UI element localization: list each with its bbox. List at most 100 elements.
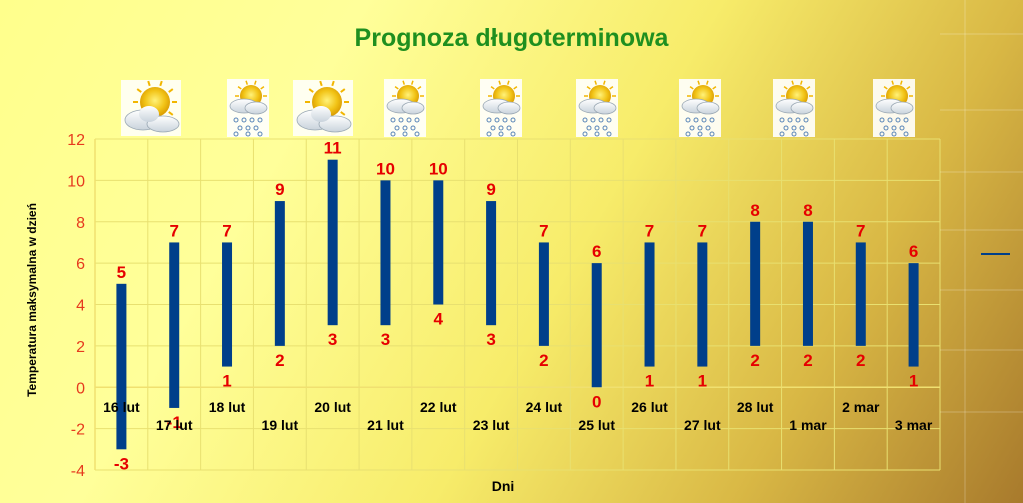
chart-title: Prognoza długoterminowa [354, 24, 669, 52]
low-value-label: 3 [486, 330, 495, 349]
snowflake-shape [406, 117, 412, 123]
snowflake-shape [498, 131, 504, 137]
sun-ray [410, 80, 414, 85]
high-value-label: 7 [698, 221, 707, 240]
snowflake-shape [883, 125, 889, 131]
sun-cloud-snow-icon [384, 79, 426, 137]
cloud-shape [139, 106, 159, 122]
snowflake-shape [705, 125, 711, 131]
sun-cloud-snow-icon [873, 79, 915, 137]
high-value-label: 7 [856, 221, 865, 240]
low-value-label: 3 [328, 330, 337, 349]
snowflake-shape [249, 117, 255, 123]
temperature-bar [591, 263, 602, 388]
sun-ray [899, 80, 903, 85]
snowflake-shape [685, 131, 691, 137]
sun-ray [136, 88, 142, 93]
snowflake-shape [586, 125, 592, 131]
sun-ray [245, 80, 249, 85]
snowflake-shape [799, 125, 805, 131]
cloud-shape [401, 101, 425, 115]
low-value-label: 2 [750, 351, 759, 370]
temperature-bar [644, 242, 655, 367]
high-value-label: 9 [275, 180, 284, 199]
sun-ray [260, 85, 265, 90]
high-value-label: 8 [803, 201, 812, 220]
low-value-label: 4 [434, 310, 444, 329]
snowflake-shape [390, 117, 396, 123]
y-tick-label: 12 [67, 132, 85, 149]
sun-cloud-icon [121, 80, 181, 136]
sun-ray [168, 111, 174, 116]
snowflake-shape [494, 117, 500, 123]
x-axis-label: Dni [492, 478, 515, 494]
x-tick-label: 27 lut [684, 417, 721, 433]
sun-ray [602, 80, 606, 85]
high-value-label: 5 [117, 263, 126, 282]
sun-ray [340, 111, 346, 116]
sun-ray [159, 80, 163, 87]
sun-ray [586, 85, 591, 90]
low-value-label: -1 [167, 413, 182, 432]
snowflake-shape [697, 125, 703, 131]
snowflake-shape [486, 117, 492, 123]
sun-cloud-snow-icon [480, 79, 522, 137]
sun-cloud-snow-icon [227, 79, 269, 137]
sun-ray [609, 85, 614, 90]
x-tick-label: 23 lut [473, 417, 510, 433]
cloud-shape [696, 101, 720, 115]
snowflake-shape [245, 131, 251, 137]
high-value-label: 10 [376, 159, 395, 178]
cloud-shape [593, 101, 617, 115]
snowflake-shape [787, 117, 793, 123]
snowflake-shape [590, 117, 596, 123]
x-tick-label: 28 lut [737, 399, 774, 415]
snowflake-shape [257, 131, 263, 137]
high-value-label: 7 [169, 221, 178, 240]
low-value-label: -3 [114, 454, 129, 473]
x-tick-label: 18 lut [209, 399, 246, 415]
x-tick-label: 17 lut [156, 417, 193, 433]
y-tick-label: 2 [76, 339, 85, 356]
sun-ray [799, 80, 803, 85]
high-value-label: 10 [429, 159, 448, 178]
temperature-bar [538, 242, 549, 346]
cloud-shape [497, 101, 521, 115]
snowflake-shape [791, 125, 797, 131]
snowflake-shape [402, 131, 408, 137]
sun-ray [697, 80, 701, 85]
sun-ray [417, 85, 422, 90]
high-value-label: 7 [222, 221, 231, 240]
sun-ray [506, 80, 510, 85]
low-value-label: 2 [856, 351, 865, 370]
snowflake-shape [390, 131, 396, 137]
cloud-shape [311, 106, 331, 122]
sun-ray [253, 80, 257, 85]
snowflake-shape [414, 117, 420, 123]
cloud-shape [890, 101, 914, 115]
snowflake-shape [402, 125, 408, 131]
sun-ray [791, 80, 795, 85]
snowflake-shape [697, 131, 703, 137]
snowflake-shape [490, 125, 496, 131]
cloud-shape [790, 101, 814, 115]
x-tick-label: 19 lut [262, 417, 299, 433]
sun-cloud-snow-icon [773, 79, 815, 137]
y-axis-label: Temperatura maksymalna w dzień [25, 203, 39, 397]
temperature-bar [750, 221, 761, 346]
temperature-bar [274, 201, 285, 346]
sun-ray [806, 85, 811, 90]
low-value-label: 2 [803, 351, 812, 370]
sun-ray [783, 85, 788, 90]
sun-ray [883, 85, 888, 90]
snowflake-shape [887, 117, 893, 123]
sun-cloud-icon [293, 80, 353, 136]
snowflake-shape [891, 131, 897, 137]
sun-ray [147, 80, 151, 87]
snowflake-shape [510, 131, 516, 137]
sun-ray [308, 88, 314, 93]
high-value-label: 8 [750, 201, 759, 220]
sun-ray [340, 88, 346, 93]
snowflake-shape [394, 125, 400, 131]
snowflake-shape [795, 117, 801, 123]
